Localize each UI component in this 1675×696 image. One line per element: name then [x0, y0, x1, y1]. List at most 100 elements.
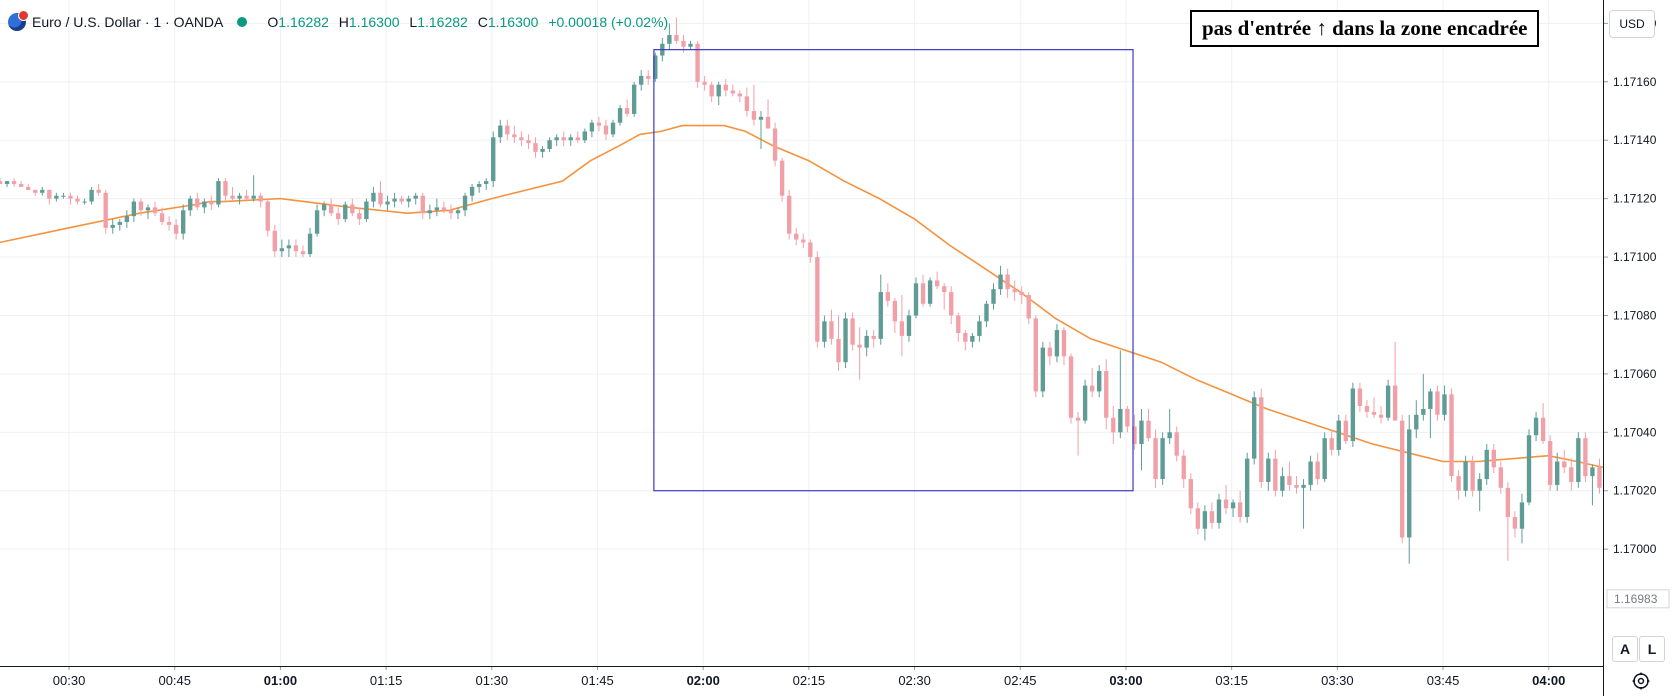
candle-down	[1583, 432, 1588, 482]
candle-body	[646, 75, 651, 79]
candle-body	[737, 93, 743, 97]
candle-down	[195, 192, 200, 211]
auto-scale-button[interactable]: A	[1612, 636, 1638, 662]
candle-down	[18, 181, 24, 187]
candle-body	[582, 131, 588, 141]
candle-body	[47, 189, 52, 199]
candle-body	[82, 201, 87, 203]
candle-down	[1540, 403, 1546, 444]
candle-body	[815, 257, 820, 342]
candle-down	[1068, 353, 1074, 424]
ohlc-values: O1.16282 H1.16300 L1.16282 C1.16300 +0.0…	[267, 14, 674, 30]
candle-down	[1026, 292, 1031, 325]
candle-body	[328, 204, 334, 214]
candle-body	[195, 198, 200, 208]
candle-body	[18, 184, 24, 187]
candle-up	[1139, 408, 1144, 471]
candle-body	[26, 186, 31, 190]
time-tick-label: 03:45	[1427, 673, 1460, 688]
candle-down	[300, 245, 306, 258]
low-value: 1.16282	[417, 14, 468, 30]
candle-up	[131, 198, 137, 222]
candle-down	[1146, 408, 1151, 442]
candle-up	[124, 210, 130, 228]
candle-down	[786, 189, 792, 240]
candle-down	[1089, 368, 1095, 398]
candle-down	[1061, 327, 1067, 366]
candle-down	[533, 137, 538, 158]
candle-up	[1484, 444, 1489, 485]
candle-body	[61, 195, 66, 197]
price-tick-label: 1.17160	[1613, 75, 1657, 89]
candle-body	[89, 189, 94, 202]
candle-up	[631, 81, 637, 117]
candle-body	[498, 125, 503, 138]
candle-down	[702, 75, 707, 91]
symbol-title[interactable]: Euro / U.S. Dollar · 1 · OANDA	[32, 14, 224, 30]
candle-down	[744, 87, 750, 117]
candle-body	[786, 195, 792, 234]
candle-body	[1385, 385, 1391, 418]
candle-body	[413, 195, 418, 199]
candle-down	[561, 131, 566, 147]
candle-body	[293, 245, 299, 252]
candle-down	[1562, 449, 1567, 474]
candle-body	[1392, 385, 1398, 421]
open-label: O	[267, 14, 279, 30]
candle-down	[772, 122, 778, 167]
candle-up	[977, 315, 982, 342]
candle-body	[822, 321, 827, 342]
candle-up	[1336, 414, 1341, 456]
candle-up	[117, 219, 122, 231]
candle-down	[737, 90, 743, 103]
candle-body	[1442, 394, 1447, 415]
last-price-box	[1606, 589, 1670, 609]
log-scale-button[interactable]: L	[1639, 636, 1665, 662]
candle-down	[624, 99, 630, 117]
candle-up	[1040, 341, 1046, 398]
candle-up	[716, 81, 721, 106]
annotation-box-layer	[653, 49, 1134, 492]
candle-body	[561, 137, 566, 141]
candle-down	[448, 204, 454, 220]
candle-up	[864, 330, 869, 357]
candle-down	[96, 184, 101, 196]
candle-up	[582, 128, 588, 144]
candle-down	[173, 219, 179, 240]
candle-down	[1188, 473, 1193, 515]
candle-body	[1343, 420, 1348, 442]
candle-body	[1075, 417, 1081, 421]
candle-body	[1350, 388, 1356, 442]
candle-body	[314, 210, 320, 234]
currency-selector[interactable]: USD	[1609, 10, 1655, 38]
candle-down	[244, 189, 249, 202]
candle-up	[589, 119, 595, 138]
candle-body	[1435, 391, 1440, 415]
candle-body	[1047, 347, 1053, 357]
moving-average-line	[0, 124, 1604, 469]
candle-up	[1407, 414, 1412, 564]
candle-body	[33, 189, 38, 193]
candle-body	[899, 321, 905, 336]
candle-up	[1082, 379, 1088, 424]
candle-body	[1195, 508, 1201, 529]
candle-down	[829, 309, 834, 345]
market-status-dot[interactable]	[237, 17, 248, 27]
candle-up	[427, 204, 432, 220]
candle-body	[258, 195, 263, 202]
candle-down	[779, 157, 785, 202]
candle-up	[1428, 388, 1433, 439]
price-tick-label: 1.17000	[1613, 542, 1657, 556]
annotation-note[interactable]: pas d'entrée ↑ dans la zone encadrée	[1190, 10, 1540, 47]
candle-down	[857, 327, 862, 380]
candle-body	[441, 207, 447, 211]
candle-body	[1019, 292, 1024, 296]
candle-body	[533, 143, 538, 152]
euro-usd-flag-icon[interactable]	[8, 10, 29, 31]
candle-down	[1435, 385, 1440, 421]
candle-down	[336, 207, 341, 225]
settings-gear-icon[interactable]	[1630, 670, 1652, 692]
candle-body	[603, 125, 609, 135]
